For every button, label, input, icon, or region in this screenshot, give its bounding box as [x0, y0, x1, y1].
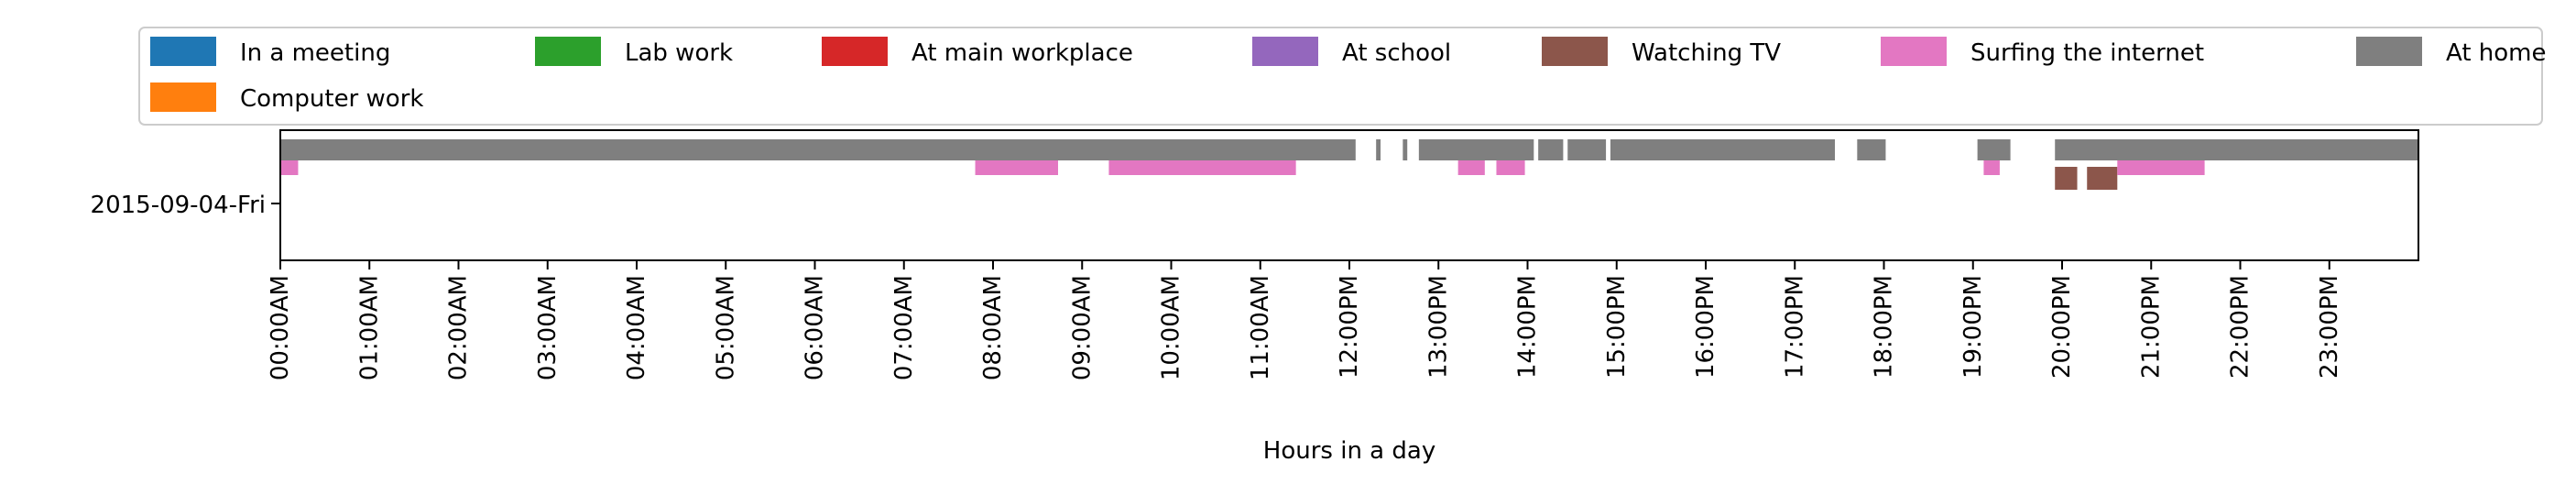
- x-axis-label: Hours in a day: [1263, 437, 1435, 465]
- legend-label-at-home: At home: [2446, 39, 2547, 67]
- legend-swatch-at-home: [2356, 37, 2422, 66]
- bar-at-home: [1610, 139, 1836, 160]
- x-tick-label: 23:00PM: [2316, 275, 2343, 379]
- bar-at-home: [1567, 139, 1607, 160]
- x-tick-label: 13:00PM: [1424, 275, 1452, 379]
- legend-label-lab-work: Lab work: [625, 39, 733, 67]
- activity-bars: [280, 139, 2418, 190]
- bar-watching-tv: [2087, 167, 2118, 190]
- bar-surfing-the-internet: [280, 160, 299, 175]
- legend: In a meeting Computer work Lab work At main…: [138, 27, 2547, 126]
- x-tick-label: 21:00PM: [2137, 275, 2165, 379]
- x-tick-label: 20:00PM: [2048, 275, 2076, 379]
- legend-label-watching-tv: Watching TV: [1632, 39, 1781, 67]
- x-tick-label: 11:00AM: [1247, 275, 1274, 380]
- x-tick-label: 02:00AM: [445, 275, 473, 380]
- x-tick-label: 01:00AM: [355, 275, 383, 380]
- x-tick-label: 12:00PM: [1336, 275, 1363, 379]
- legend-swatch-in-a-meeting: [150, 37, 216, 66]
- bar-surfing-the-internet: [1496, 160, 1525, 175]
- legend-swatch-computer-work: [150, 82, 216, 112]
- bar-at-home: [280, 139, 1356, 160]
- bar-surfing-the-internet: [1457, 160, 1485, 175]
- legend-label-in-a-meeting: In a meeting: [240, 39, 390, 67]
- x-tick-label: 07:00AM: [890, 275, 918, 380]
- x-tick-label: 00:00AM: [267, 275, 294, 380]
- bar-surfing-the-internet: [975, 160, 1058, 175]
- legend-label-computer-work: Computer work: [240, 85, 423, 113]
- x-tick-label: 08:00AM: [979, 275, 1007, 380]
- x-tick-label: 18:00PM: [1871, 275, 1898, 379]
- x-tick-label: 06:00AM: [802, 275, 829, 380]
- legend-label-at-school: At school: [1342, 39, 1451, 67]
- legend-swatch-at-school: [1252, 37, 1318, 66]
- x-tick-label: 04:00AM: [623, 275, 650, 380]
- bar-surfing-the-internet: [2117, 160, 2205, 175]
- bar-at-home: [1538, 139, 1564, 160]
- bar-at-home: [1857, 139, 1886, 160]
- legend-label-at-main-workplace: At main workplace: [911, 39, 1133, 67]
- x-tick-label: 14:00PM: [1514, 275, 1542, 379]
- x-tick-label: 09:00AM: [1068, 275, 1096, 380]
- legend-label-surfing-the-internet: Surfing the internet: [1970, 39, 2204, 67]
- legend-swatch-lab-work: [535, 37, 601, 66]
- bar-surfing-the-internet: [1983, 160, 2000, 175]
- x-axis-ticks: 00:00AM 01:00AM 02:00AM 03:00AM 04:00AM 05:00…: [267, 260, 2343, 380]
- x-tick-label: 22:00PM: [2227, 275, 2254, 379]
- legend-swatch-at-main-workplace: [822, 37, 888, 66]
- bar-surfing-the-internet: [1108, 160, 1296, 175]
- bar-watching-tv: [2055, 167, 2078, 190]
- bar-at-home: [1403, 139, 1408, 160]
- bar-at-home: [1977, 139, 2011, 160]
- row-label: 2015-09-04-Fri: [91, 192, 266, 219]
- x-tick-label: 03:00AM: [534, 275, 562, 380]
- x-tick-label: 10:00AM: [1158, 275, 1185, 380]
- x-tick-label: 17:00PM: [1781, 275, 1808, 379]
- bar-at-home: [1376, 139, 1381, 160]
- x-tick-label: 15:00PM: [1603, 275, 1631, 379]
- x-tick-label: 19:00PM: [1959, 275, 1987, 379]
- bar-at-home: [1418, 139, 1534, 160]
- legend-swatch-surfing-the-internet: [1881, 37, 1947, 66]
- legend-swatch-watching-tv: [1542, 37, 1608, 66]
- x-tick-label: 05:00AM: [712, 275, 739, 380]
- bar-at-home: [2055, 139, 2418, 160]
- x-tick-label: 16:00PM: [1692, 275, 1719, 379]
